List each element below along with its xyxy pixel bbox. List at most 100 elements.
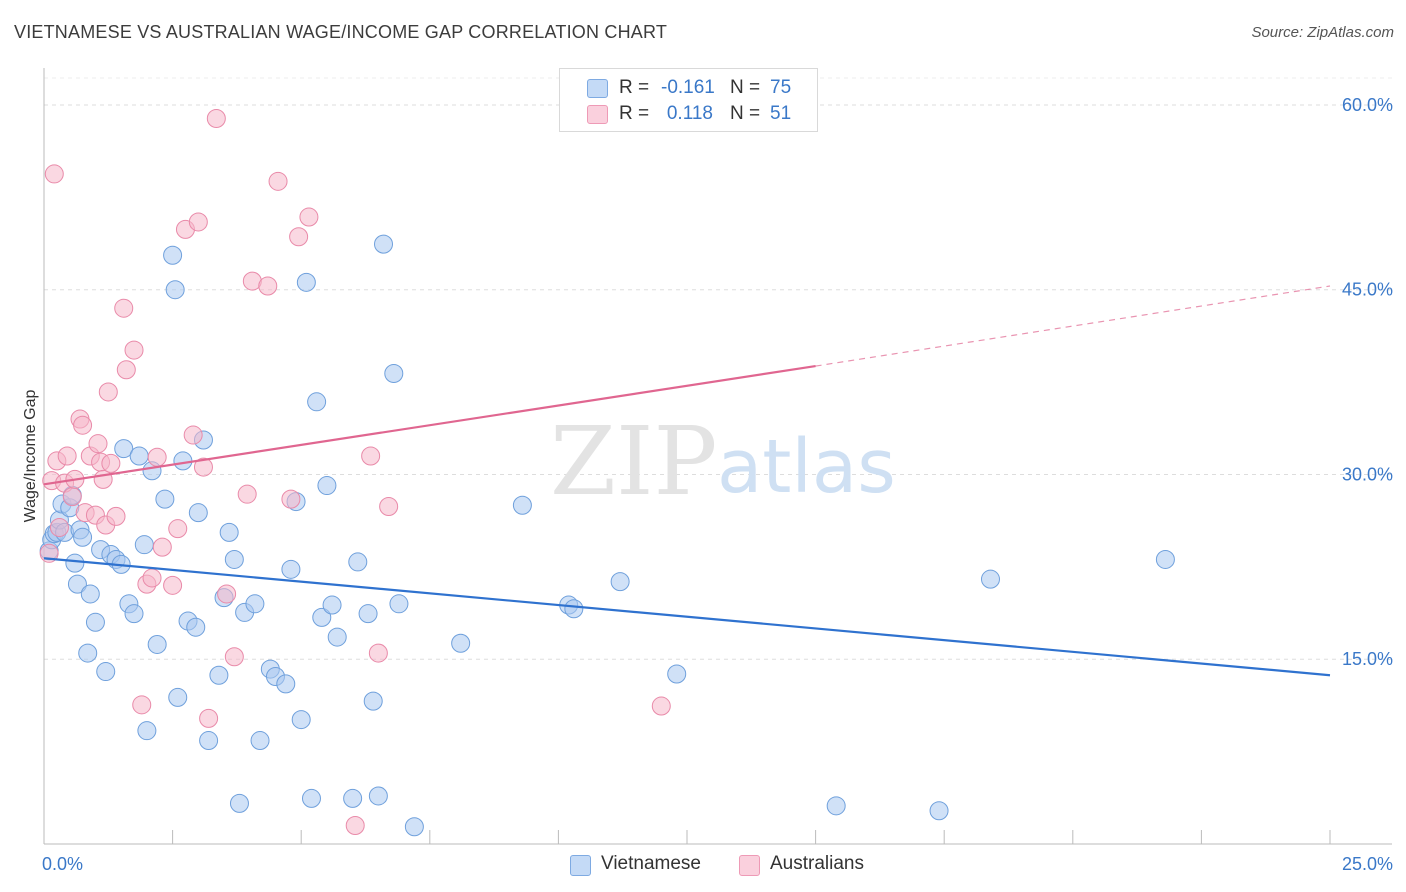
point-vietnamese (85, 612, 105, 632)
point-vietnamese (564, 599, 584, 619)
point-vietnamese (363, 691, 383, 711)
trend-lines (43, 285, 1331, 677)
y-axis-label: Wage/Income Gap (22, 390, 39, 523)
point-vietnamese (114, 439, 134, 459)
y-tick-label: 30.0% (1342, 464, 1393, 484)
point-australians (101, 453, 121, 473)
y-tick-label: 15.0% (1342, 649, 1393, 669)
point-australians (132, 695, 152, 715)
point-vietnamese (281, 559, 301, 579)
point-vietnamese (67, 574, 87, 594)
watermark-zip: ZIP (550, 407, 717, 517)
point-vietnamese (322, 595, 342, 615)
legend-swatch-australians (587, 105, 608, 124)
trend-line-australians-extension (815, 285, 1331, 367)
point-vietnamese (173, 451, 193, 471)
point-australians (651, 696, 671, 716)
point-australians (93, 469, 113, 489)
trend-line-vietnamese (43, 557, 1331, 677)
point-vietnamese (276, 674, 296, 694)
legend-r-label: R = (619, 77, 650, 98)
point-vietnamese (929, 801, 949, 821)
point-australians (281, 489, 301, 509)
legend-label-vietnamese: Vietnamese (601, 853, 701, 874)
point-vietnamese (80, 584, 100, 604)
point-australians (106, 506, 126, 526)
point-vietnamese (134, 535, 154, 555)
point-vietnamese (224, 549, 244, 569)
y-tick-label: 60.0% (1342, 95, 1393, 115)
point-vietnamese (163, 245, 183, 265)
point-vietnamese (312, 607, 332, 627)
point-australians (142, 568, 162, 588)
point-australians (116, 360, 136, 380)
point-australians (268, 171, 288, 191)
point-vietnamese (296, 272, 316, 292)
point-vietnamese (451, 633, 471, 653)
point-vietnamese (209, 665, 229, 685)
point-vietnamese (291, 710, 311, 730)
legend-n-value: 75 (770, 77, 792, 98)
point-australians (88, 434, 108, 454)
point-australians (217, 584, 237, 604)
point-vietnamese (327, 627, 347, 647)
point-vietnamese (147, 634, 167, 654)
swatch-vietnamese (570, 855, 591, 876)
watermark-atlas: atlas (717, 424, 896, 510)
legend-n-label: N = (730, 103, 761, 124)
point-vietnamese (229, 793, 249, 813)
point-australians (188, 212, 208, 232)
point-australians (114, 298, 134, 318)
point-vietnamese (980, 569, 1000, 589)
point-vietnamese (301, 788, 321, 808)
grid (44, 77, 1392, 660)
legend-r-value: 0.118 (666, 103, 713, 124)
point-australians (237, 484, 257, 504)
legend-n-value: 51 (770, 103, 792, 124)
point-australians (168, 519, 188, 539)
point-vietnamese (610, 572, 630, 592)
point-vietnamese (667, 664, 687, 684)
chart-title: VIETNAMESE VS AUSTRALIAN WAGE/INCOME GAP… (14, 22, 668, 42)
source-label: Source: ZipAtlas.com (1251, 24, 1394, 41)
point-vietnamese (165, 280, 185, 300)
point-vietnamese (826, 796, 846, 816)
point-vietnamese (245, 594, 265, 614)
tick-labels: 15.0% 30.0% 45.0% 60.0% 0.0% 25.0% (42, 95, 1393, 874)
point-australians (124, 340, 144, 360)
point-vietnamese (250, 731, 270, 751)
x-ticks (172, 830, 1331, 844)
point-vietnamese (199, 731, 219, 751)
legend-row-australians: R = 0.118 N = 51 (560, 101, 817, 127)
point-vietnamese (384, 363, 404, 383)
point-australians (289, 227, 309, 247)
x-tick-label-min: 0.0% (42, 854, 83, 874)
point-vietnamese (186, 617, 206, 637)
point-vietnamese (1155, 549, 1175, 569)
point-australians (147, 447, 167, 467)
point-vietnamese (348, 552, 368, 572)
point-australians (57, 446, 77, 466)
axes (43, 68, 1392, 845)
point-vietnamese (155, 489, 175, 509)
point-vietnamese (78, 643, 98, 663)
point-australians (199, 708, 219, 728)
point-australians (152, 537, 172, 557)
point-australians (73, 415, 93, 435)
legend-n-label: N = (730, 77, 761, 98)
point-australians (193, 457, 213, 477)
point-vietnamese (512, 495, 532, 515)
point-vietnamese (343, 788, 363, 808)
point-vietnamese (389, 594, 409, 614)
point-vietnamese (65, 553, 85, 573)
point-vietnamese (73, 527, 93, 547)
point-australians (379, 497, 399, 517)
point-vietnamese (129, 446, 149, 466)
point-vietnamese (358, 604, 378, 624)
point-australians (206, 109, 226, 129)
y-tick-label: 45.0% (1342, 280, 1393, 300)
legend-row-vietnamese: R = -0.161 N = 75 (560, 75, 817, 101)
point-vietnamese (188, 503, 208, 523)
point-australians (368, 643, 388, 663)
